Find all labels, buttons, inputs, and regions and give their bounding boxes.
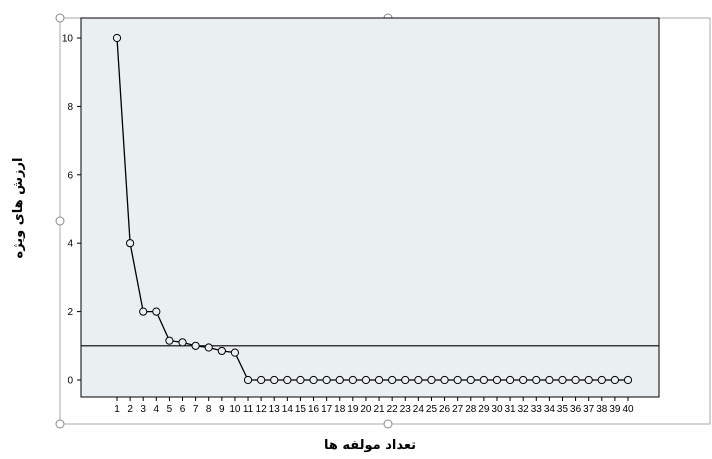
x-tick-label: 24 [413,404,425,415]
x-tick-label: 26 [439,404,451,415]
data-point [348,375,357,385]
x-tick-label: 2 [127,404,133,415]
x-tick-label: 4 [154,404,160,415]
data-point [414,375,423,385]
y-tick-label: 4 [67,239,73,250]
x-tick-label: 17 [321,404,333,415]
x-tick-label: 28 [465,404,477,415]
plot-area[interactable] [80,17,660,398]
selection-handle-bottom-left[interactable] [55,419,65,429]
x-tick-label: 15 [295,404,307,415]
series-layer [81,33,659,385]
data-point [270,375,279,385]
data-point [191,341,200,350]
data-point [322,375,331,385]
data-point [296,375,305,385]
y-tick-label: 10 [62,34,74,45]
x-tick-label: 36 [570,404,582,415]
x-tick-label: 30 [491,404,503,415]
x-tick-label: 29 [478,404,490,415]
data-point [466,375,475,385]
x-tick-label: 3 [140,404,146,415]
data-point [165,336,174,345]
x-tick-label: 25 [426,404,438,415]
data-point [257,375,266,385]
x-tick-label: 1 [114,404,120,415]
data-point [361,375,371,385]
data-point [597,375,606,385]
x-tick-label: 8 [206,404,212,415]
x-tick-label: 14 [282,404,294,415]
selection-handle-bottom-center[interactable] [383,419,393,429]
data-point [217,346,226,356]
data-point [374,375,384,385]
x-tick-label: 10 [229,404,241,415]
data-point [519,375,528,385]
x-tick-label: 12 [256,404,268,415]
data-point [505,375,515,385]
x-tick-label: 7 [193,404,199,415]
data-point [532,375,541,385]
data-point [309,375,318,385]
x-tick-label: 34 [544,404,556,415]
x-tick-label: 5 [167,404,173,415]
data-point [440,375,449,385]
x-tick-label: 27 [452,404,464,415]
data-point [335,375,344,385]
y-tick-label: 2 [67,307,73,318]
data-point [610,375,619,385]
data-point [388,375,397,385]
selection-handle-middle-left[interactable] [55,216,65,226]
data-point [401,375,410,385]
x-tick-label: 31 [505,404,517,415]
data-point [178,338,187,347]
x-tick-label: 11 [243,404,254,415]
data-point [453,375,462,385]
x-tick-label: 21 [373,404,385,415]
data-point [479,375,488,385]
data-point [623,375,633,385]
x-axis-title: تعداد مولفه ها [324,438,416,453]
data-point [427,375,436,385]
x-tick-label: 35 [557,404,569,415]
series-line [116,37,628,381]
data-point [545,375,554,385]
y-tick-label: 6 [67,170,73,181]
x-tick-label: 13 [269,404,281,415]
x-tick-label: 20 [360,404,372,415]
data-point [571,375,580,385]
data-point [283,375,292,385]
x-tick-label: 23 [400,404,412,415]
x-tick-label: 16 [308,404,320,415]
data-point [126,239,135,248]
data-point [139,307,148,316]
x-tick-label: 9 [219,404,225,415]
data-point [112,33,122,43]
y-axis-title: ارزش های ویژه [11,158,26,259]
x-tick-label: 39 [609,404,621,415]
data-point [152,307,161,316]
x-tick-label: 32 [518,404,530,415]
data-point [204,343,213,352]
selection-handle-top-left[interactable] [55,13,65,23]
x-tick-label: 22 [387,404,399,415]
data-point [243,375,253,385]
x-tick-label: 37 [583,404,595,415]
x-tick-label: 33 [531,404,543,415]
data-point [230,348,240,357]
x-tick-label: 18 [334,404,346,415]
data-point [558,375,567,385]
x-tick-label: 38 [596,404,608,415]
data-point [584,375,593,385]
x-tick-label: 6 [180,404,186,415]
data-point [492,375,502,385]
x-tick-label: 40 [622,404,634,415]
y-tick-label: 0 [67,376,73,387]
y-tick-label: 8 [67,102,73,113]
x-tick-label: 19 [347,404,359,415]
